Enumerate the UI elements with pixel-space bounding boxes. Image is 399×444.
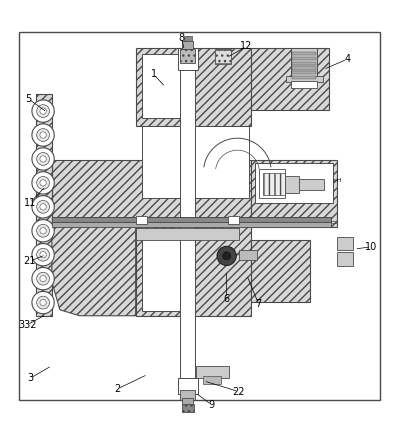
Circle shape [32,100,54,122]
Circle shape [32,291,54,314]
Bar [182,397,193,405]
Bar [255,163,333,203]
Bar [182,404,194,412]
Bar [180,49,195,63]
Text: 9: 9 [208,400,215,410]
Bar [228,216,239,224]
Circle shape [32,196,54,218]
Bar [180,52,195,384]
Bar [196,366,229,378]
Bar [136,48,251,126]
Bar [291,81,317,88]
Bar [142,55,188,118]
Text: 332: 332 [18,320,36,330]
Circle shape [40,156,46,162]
Text: 6: 6 [223,293,230,304]
Circle shape [217,246,236,266]
Bar [203,376,221,384]
Bar [136,226,251,316]
Circle shape [40,228,46,234]
Bar [178,48,198,70]
Circle shape [37,200,49,213]
Text: 2: 2 [115,384,121,394]
Circle shape [32,220,54,242]
Text: 22: 22 [232,387,245,396]
Circle shape [40,251,46,258]
Text: 8: 8 [178,33,185,43]
Circle shape [40,132,46,138]
Circle shape [32,124,54,146]
Bar [182,41,193,49]
Circle shape [223,252,231,260]
Circle shape [40,108,46,114]
Bar [142,126,249,198]
Text: 10: 10 [365,242,377,252]
Bar [136,228,239,240]
Circle shape [37,224,49,237]
Bar [263,173,285,195]
Bar [292,62,316,65]
Bar [299,179,324,190]
Text: r-H: r-H [332,178,342,182]
Bar [251,160,337,227]
Bar [52,222,331,227]
Bar [259,169,285,198]
Text: 21: 21 [24,256,36,266]
Bar [251,240,310,302]
Bar [36,160,52,316]
Bar [184,36,192,41]
Text: 11: 11 [24,198,36,208]
Bar [285,176,299,193]
Circle shape [32,267,54,290]
Bar [215,49,231,64]
Bar [292,52,316,55]
Text: 12: 12 [240,41,253,52]
Bar [337,237,353,250]
Circle shape [32,148,54,170]
Bar [52,217,331,222]
Circle shape [37,153,49,165]
Text: 7: 7 [255,299,262,309]
Bar [239,250,257,260]
Text: 5: 5 [26,94,32,104]
Bar [180,389,195,400]
Bar [251,48,329,110]
Bar [292,76,316,79]
Circle shape [40,180,46,186]
Bar [292,71,316,75]
Bar [36,94,52,160]
Bar [178,378,198,394]
Circle shape [37,272,49,285]
Bar [292,57,316,60]
Circle shape [37,248,49,261]
Bar [291,48,317,80]
Circle shape [37,177,49,189]
Bar [292,67,316,70]
Circle shape [32,244,54,266]
Bar [286,76,323,82]
Circle shape [40,275,46,282]
Bar [136,216,147,224]
Circle shape [37,296,49,309]
Circle shape [40,204,46,210]
Circle shape [32,172,54,194]
Text: 4: 4 [344,54,350,64]
Text: 3: 3 [27,373,33,384]
Bar [142,237,190,311]
Bar [52,160,251,227]
Polygon shape [52,227,136,316]
Circle shape [37,105,49,118]
Bar [337,252,353,266]
Circle shape [40,299,46,306]
Circle shape [37,129,49,141]
Bar [215,51,231,63]
Text: 1: 1 [150,69,157,79]
